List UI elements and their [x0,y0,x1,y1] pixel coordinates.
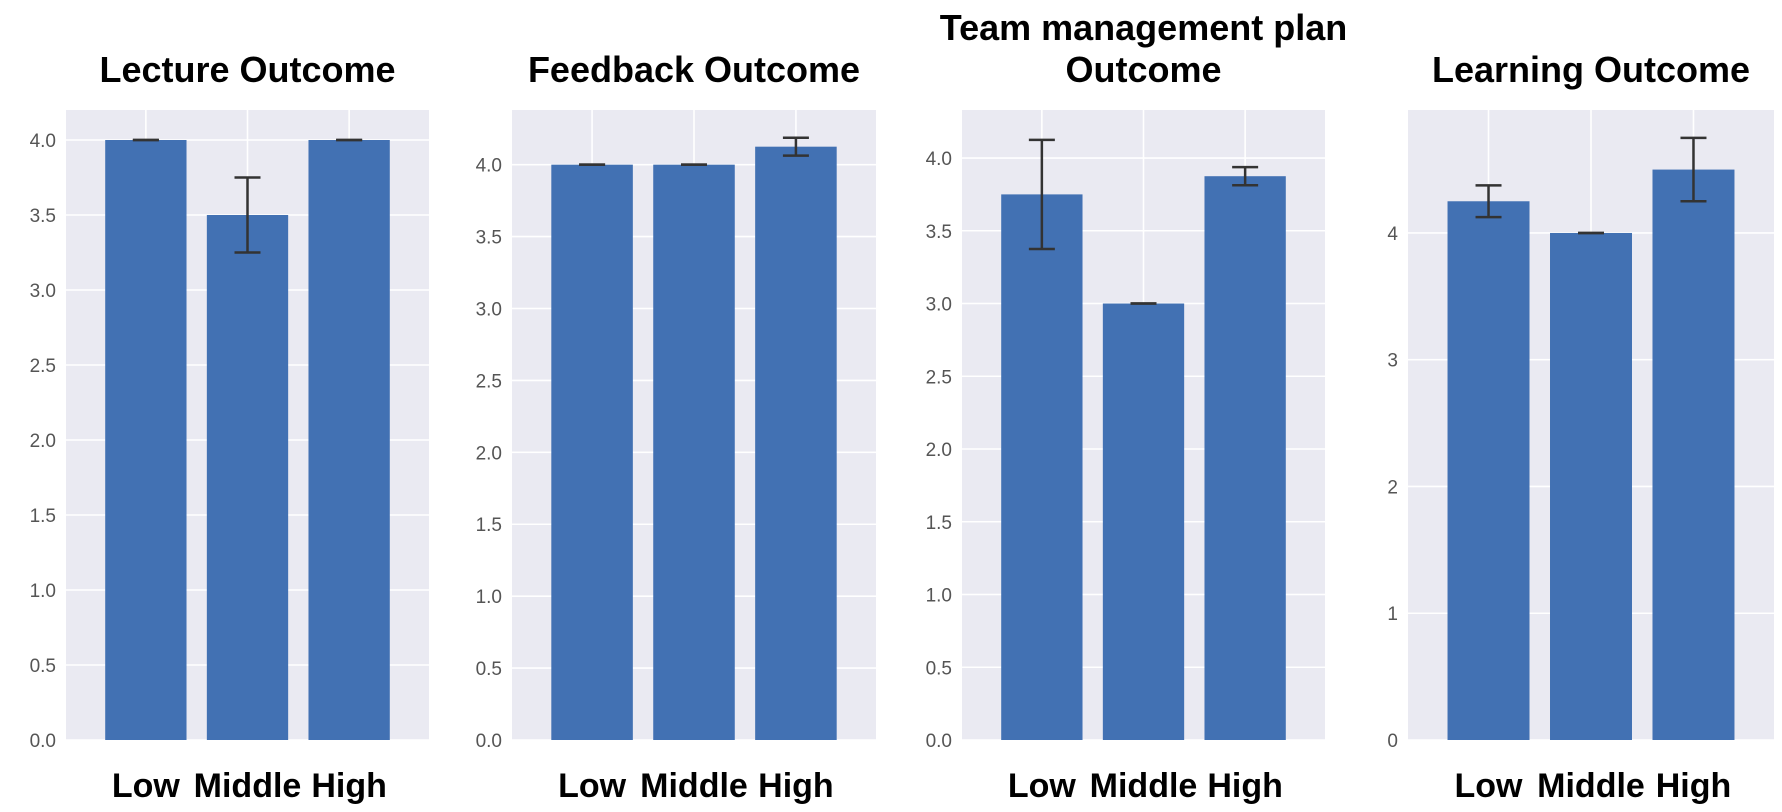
bar-middle [653,164,735,740]
y-tick-label: 3.0 [30,281,56,302]
y-tick-label: 1.0 [30,581,56,602]
y-tick-label: 1.5 [476,515,502,536]
chart-title: Learning Outcome [1432,49,1750,90]
chart-panel-4: 0 1 2 3 4 Low Middle High Learning Outcome [1387,49,1774,805]
y-tick-label: 0.5 [476,659,502,680]
chart-panel-2: 0.0 0.5 1.0 1.5 2.0 2.5 3.0 3.5 4.0 Low Middle High… [476,49,876,805]
bar-high [1204,176,1286,740]
chart-panel-3: 0.0 0.5 1.0 1.5 2.0 2.5 3.0 3.5 4.0 Low Middle High… [926,7,1348,805]
y-tick-label: 4.0 [476,156,502,177]
x-tick-label-high: High [311,767,387,805]
y-tick-label: 3.5 [926,222,952,243]
chart-panel-1: 0.0 0.5 1.0 1.5 2.0 2.5 3.0 3.5 4.0 Low Middle High… [30,49,429,805]
y-tick-label: 0.0 [476,731,502,752]
bar-middle [1102,303,1185,740]
error-bar-high [1232,165,1259,187]
y-tick-label: 2.5 [30,356,56,377]
x-tick-label-low: Low [558,767,627,805]
error-bar-middle [234,176,261,254]
error-bar-high [1680,136,1707,203]
x-tick-label-low: Low [1455,767,1524,805]
y-tick-label: 1.5 [926,513,952,534]
y-tick-label: 2 [1387,477,1398,498]
x-tick-label-middle: Middle [1090,767,1198,805]
y-tick-label: 4.0 [30,131,56,152]
y-tick-label: 0 [1387,731,1398,752]
bar-high [308,140,390,740]
y-tick-label: 2.5 [476,371,502,392]
x-tick-label-high: High [1207,767,1283,805]
x-tick-label-high: High [1656,767,1732,805]
y-tick-label: 0.0 [926,731,952,752]
bar-low [105,140,187,740]
y-tick-label: 1.0 [476,587,502,608]
y-tick-label: 3.0 [926,295,952,316]
y-tick-label: 2.0 [476,443,502,464]
x-tick-label-middle: Middle [1537,767,1645,805]
chart-title: Lecture Outcome [99,49,395,90]
bar-middle [206,215,289,740]
chart-title: Feedback Outcome [528,49,860,90]
error-bar-low [1475,184,1502,219]
x-tick-label-middle: Middle [640,767,748,805]
y-tick-label: 2.0 [926,440,952,461]
y-tick-label: 3.5 [476,228,502,249]
error-bar-high [782,136,809,157]
x-tick-label-low: Low [1008,767,1077,805]
x-tick-label-low: Low [112,767,181,805]
y-tick-label: 1 [1387,604,1398,625]
bar-low [551,164,633,740]
bar-low [1001,194,1083,740]
y-tick-label: 2.5 [926,367,952,388]
x-tick-label-high: High [758,767,834,805]
y-tick-label: 3 [1387,351,1398,372]
y-tick-label: 0.5 [926,658,952,679]
chart-title: Team management plan [940,7,1347,48]
chart-title: Outcome [1065,49,1221,90]
bar-high [1652,169,1735,741]
y-tick-label: 4 [1387,224,1398,245]
y-tick-label: 0.0 [30,731,56,752]
error-bar-low [1028,138,1055,251]
x-tick-label-middle: Middle [194,767,302,805]
y-tick-label: 3.5 [30,206,56,227]
bar-middle [1550,232,1632,740]
bar-low [1447,201,1530,741]
y-tick-label: 1.5 [30,506,56,527]
y-tick-label: 1.0 [926,586,952,607]
y-tick-label: 2.0 [30,431,56,452]
y-tick-label: 4.0 [926,149,952,170]
bar-high [755,146,837,740]
y-tick-label: 0.5 [30,656,56,677]
y-tick-label: 3.0 [476,299,502,320]
